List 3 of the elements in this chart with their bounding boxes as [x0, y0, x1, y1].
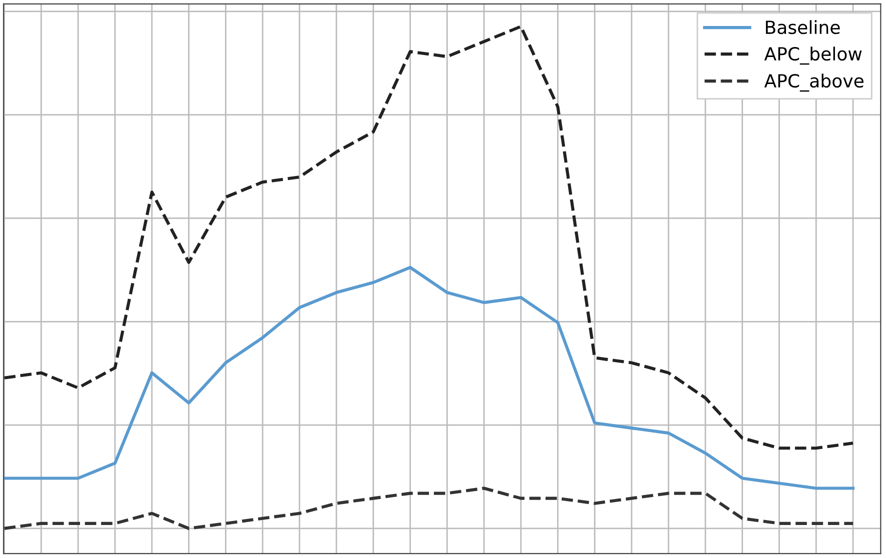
legend-label: APC_above [764, 74, 864, 92]
legend-label: Baseline [766, 20, 840, 34]
legend-label: APC_below [764, 46, 862, 65]
